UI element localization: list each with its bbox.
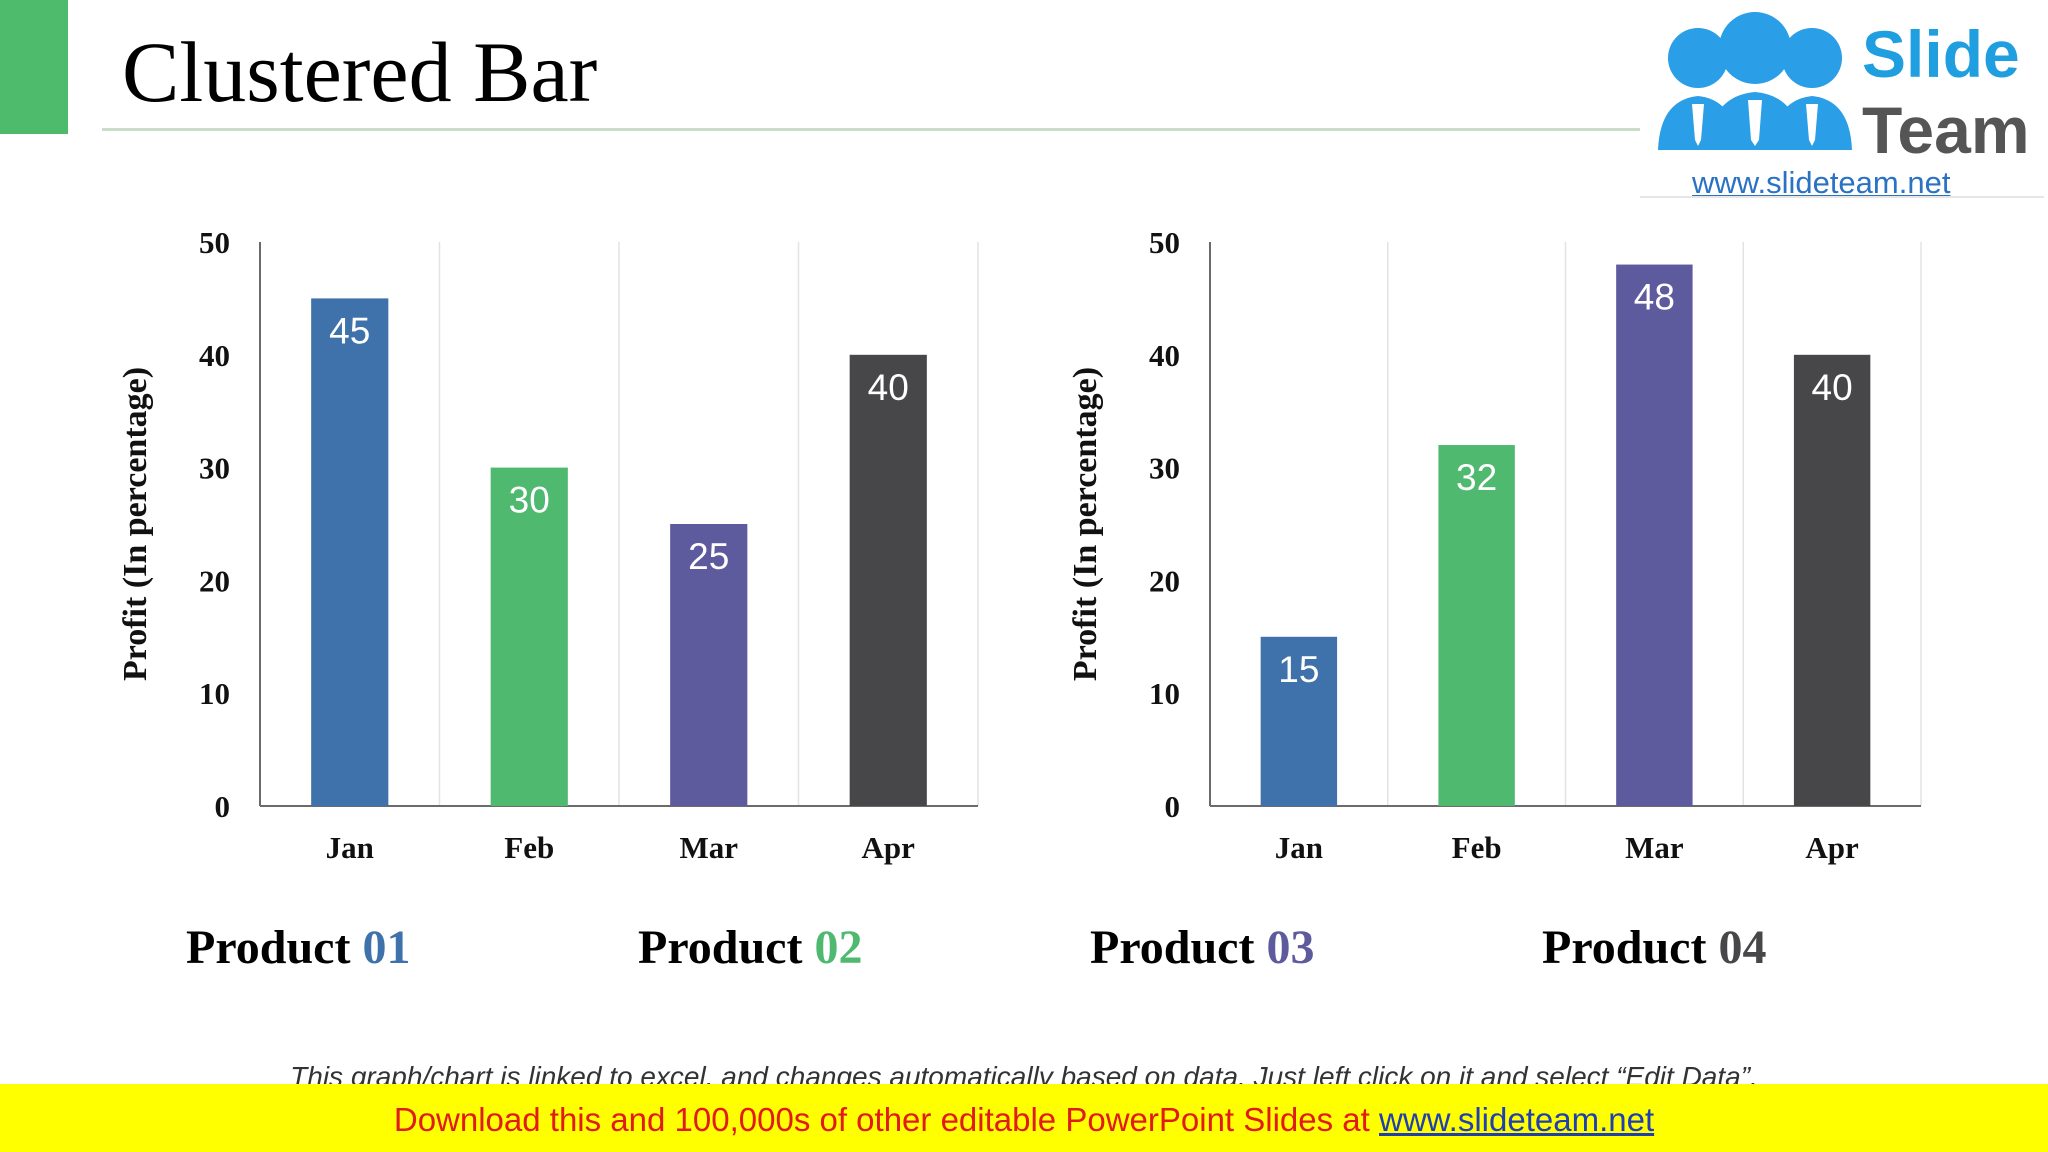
y-tick-label: 0	[1165, 789, 1181, 824]
bar	[1616, 264, 1693, 806]
product-number: 02	[814, 921, 863, 974]
y-axis-title: Profit (In percentage)	[1067, 367, 1104, 681]
x-tick-label: Feb	[1452, 830, 1502, 865]
bar	[849, 354, 927, 806]
product-number: 04	[1718, 921, 1767, 974]
logo-url-link[interactable]: www.slideteam.net	[1692, 165, 1951, 200]
download-banner-message: Download this and 100,000s of other edit…	[393, 1101, 1379, 1138]
data-label: 15	[1278, 649, 1319, 690]
y-axis-title: Profit (In percentage)	[117, 367, 154, 681]
download-banner-link[interactable]: www.slideteam.net	[1379, 1101, 1655, 1138]
bar	[490, 467, 568, 806]
product-label-02: Product 02	[638, 918, 862, 978]
y-tick-label: 0	[215, 789, 231, 824]
product-word: Product	[638, 921, 803, 974]
x-tick-label: Feb	[504, 830, 554, 865]
bar	[670, 524, 748, 806]
bar	[1438, 445, 1515, 806]
y-tick-label: 30	[199, 451, 230, 486]
y-tick-label: 50	[199, 225, 230, 260]
x-tick-label: Apr	[1805, 830, 1859, 865]
bar	[311, 298, 389, 806]
y-tick-label: 10	[199, 676, 230, 711]
data-label: 48	[1634, 277, 1675, 318]
data-label: 45	[329, 310, 370, 351]
product-number: 03	[1266, 921, 1315, 974]
data-label: 25	[688, 536, 729, 577]
people-icon	[1658, 12, 1852, 150]
clustered-bar-charts: 0 10 20 30 40 50 Profit (In percentage) 45 Jan 30…	[117, 225, 1922, 865]
x-tick-label: Mar	[679, 830, 738, 865]
title-accent-bar	[0, 0, 68, 134]
data-label: 32	[1456, 457, 1497, 498]
y-tick-label: 40	[199, 338, 230, 373]
y-tick-label: 30	[1149, 451, 1180, 486]
data-label: 40	[868, 367, 909, 408]
product-word: Product	[186, 921, 351, 974]
x-tick-label: Mar	[1625, 830, 1684, 865]
download-banner-text: Download this and 100,000s of other edit…	[0, 1100, 2048, 1140]
bar	[1793, 354, 1871, 806]
product-number: 01	[362, 921, 411, 974]
product-label-03: Product 03	[1090, 918, 1314, 978]
y-tick-label: 20	[1149, 563, 1180, 598]
x-tick-label: Jan	[326, 830, 374, 865]
bar	[1260, 636, 1338, 806]
y-tick-label: 50	[1149, 225, 1180, 260]
logo-divider	[1640, 196, 2044, 198]
logo-word-team: Team	[1862, 93, 2030, 167]
data-label: 30	[509, 480, 550, 521]
title-divider	[102, 128, 1642, 131]
slide-title: Clustered Bar	[122, 24, 598, 120]
slideteam-logo: Slide Team www.slideteam.net	[1640, 0, 2048, 206]
data-label: 40	[1812, 367, 1853, 408]
y-tick-label: 10	[1149, 676, 1180, 711]
product-word: Product	[1542, 921, 1707, 974]
product-label-01: Product 01	[186, 918, 410, 978]
logo-word-slide: Slide	[1862, 17, 2020, 91]
y-tick-label: 40	[1149, 338, 1180, 373]
product-label-04: Product 04	[1542, 918, 1766, 978]
x-tick-label: Apr	[862, 830, 916, 865]
x-tick-label: Jan	[1275, 830, 1323, 865]
y-tick-label: 20	[199, 563, 230, 598]
download-banner	[0, 1084, 2048, 1152]
product-word: Product	[1090, 921, 1255, 974]
